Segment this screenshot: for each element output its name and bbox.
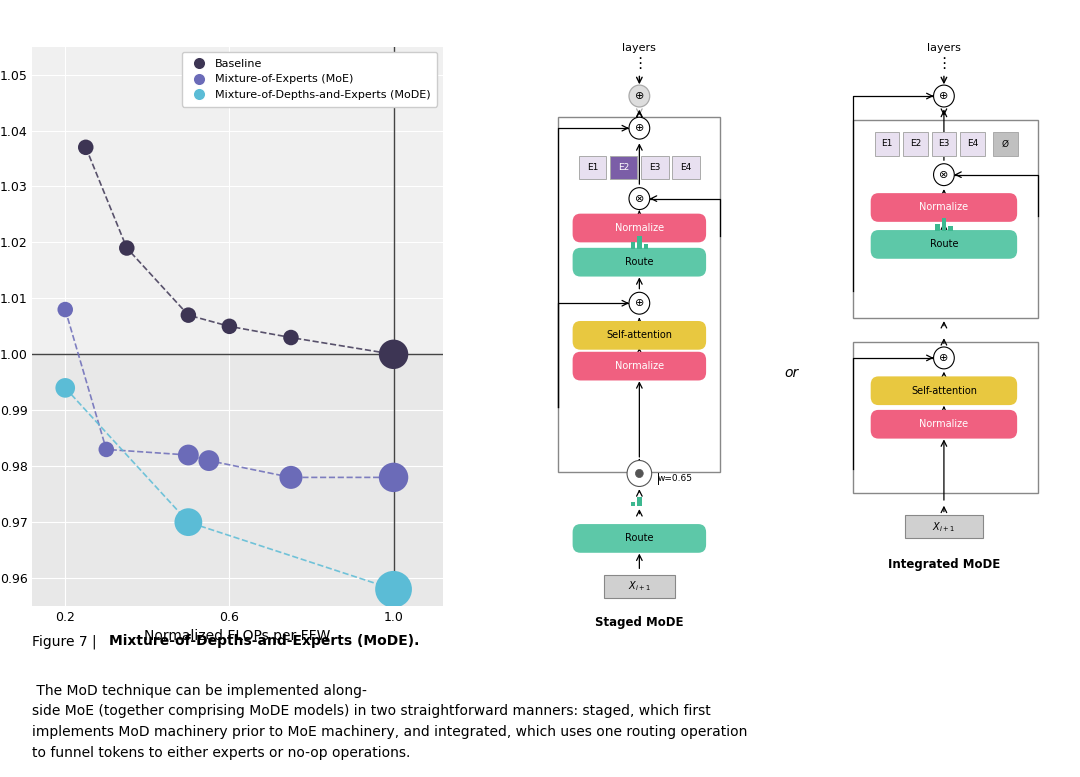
Text: or: or bbox=[784, 366, 799, 380]
Point bbox=[282, 331, 299, 343]
Text: E2: E2 bbox=[909, 139, 921, 148]
Text: ⊕: ⊕ bbox=[635, 298, 644, 308]
Text: ⊗: ⊗ bbox=[940, 169, 948, 179]
Text: $X_{i+1}$: $X_{i+1}$ bbox=[627, 580, 651, 593]
Point bbox=[179, 516, 197, 528]
Point bbox=[118, 242, 135, 254]
FancyBboxPatch shape bbox=[572, 321, 706, 350]
Bar bbox=[903, 132, 928, 155]
Text: Self-attention: Self-attention bbox=[606, 330, 673, 340]
Bar bbox=[637, 497, 642, 507]
Circle shape bbox=[627, 461, 651, 486]
Bar bbox=[942, 218, 946, 231]
Text: Figure 7 |: Figure 7 | bbox=[32, 634, 102, 649]
FancyBboxPatch shape bbox=[870, 193, 1017, 222]
FancyBboxPatch shape bbox=[572, 248, 706, 277]
Text: E4: E4 bbox=[967, 139, 978, 148]
Text: Normalize: Normalize bbox=[615, 361, 664, 371]
Point bbox=[384, 471, 402, 483]
Point bbox=[97, 443, 114, 455]
Text: E1: E1 bbox=[588, 163, 598, 172]
Circle shape bbox=[629, 117, 650, 139]
Text: w=0.65: w=0.65 bbox=[658, 475, 692, 483]
Bar bbox=[875, 132, 900, 155]
Point bbox=[77, 141, 94, 154]
Text: ⋮: ⋮ bbox=[632, 57, 647, 71]
Bar bbox=[960, 132, 985, 155]
Text: E1: E1 bbox=[881, 139, 892, 148]
Text: ⋮: ⋮ bbox=[936, 57, 951, 71]
Point bbox=[384, 348, 402, 361]
Text: E2: E2 bbox=[618, 163, 630, 172]
Bar bbox=[610, 156, 637, 179]
Point bbox=[200, 455, 217, 467]
Text: E3: E3 bbox=[939, 139, 949, 148]
Text: ⊕: ⊕ bbox=[940, 91, 948, 101]
Point bbox=[220, 320, 238, 333]
FancyBboxPatch shape bbox=[572, 352, 706, 381]
Circle shape bbox=[629, 85, 650, 107]
FancyBboxPatch shape bbox=[572, 524, 706, 552]
Bar bbox=[604, 575, 675, 598]
Circle shape bbox=[629, 292, 650, 314]
Text: E3: E3 bbox=[649, 163, 661, 172]
Circle shape bbox=[635, 469, 644, 478]
Text: Integrated MoDE: Integrated MoDE bbox=[888, 558, 1000, 571]
Text: The MoD technique can be implemented along-
side MoE (together comprising MoDE m: The MoD technique can be implemented alo… bbox=[32, 684, 747, 760]
Text: Staged MoDE: Staged MoDE bbox=[595, 616, 684, 629]
Bar bbox=[935, 224, 940, 231]
Text: $X_{i+1}$: $X_{i+1}$ bbox=[932, 520, 956, 534]
Bar bbox=[853, 120, 1038, 319]
Text: Self-attention: Self-attention bbox=[910, 385, 977, 395]
Text: Mixture-of-Depths-and-Experts (MoDE).: Mixture-of-Depths-and-Experts (MoDE). bbox=[109, 634, 419, 648]
Point bbox=[384, 583, 402, 595]
Text: layers: layers bbox=[622, 44, 657, 53]
Point bbox=[282, 471, 299, 483]
Point bbox=[179, 449, 197, 462]
Bar bbox=[905, 515, 983, 538]
Point bbox=[56, 303, 73, 315]
Text: Route: Route bbox=[625, 534, 653, 543]
Bar bbox=[579, 156, 606, 179]
Bar bbox=[631, 242, 635, 249]
Circle shape bbox=[933, 85, 955, 107]
Text: ⊕: ⊕ bbox=[940, 353, 948, 363]
Bar bbox=[631, 501, 635, 507]
FancyBboxPatch shape bbox=[870, 376, 1017, 405]
Bar bbox=[673, 156, 700, 179]
FancyBboxPatch shape bbox=[572, 214, 706, 242]
Bar bbox=[642, 156, 669, 179]
X-axis label: Normalized FLOPs per FFW: Normalized FLOPs per FFW bbox=[145, 629, 330, 643]
Circle shape bbox=[629, 188, 650, 210]
Bar bbox=[932, 132, 956, 155]
FancyBboxPatch shape bbox=[870, 230, 1017, 259]
Bar bbox=[637, 236, 642, 249]
Bar bbox=[32, 354, 443, 606]
Text: E4: E4 bbox=[680, 163, 691, 172]
Bar bbox=[558, 117, 720, 472]
Legend: Baseline, Mixture-of-Experts (MoE), Mixture-of-Depths-and-Experts (MoDE): Baseline, Mixture-of-Experts (MoE), Mixt… bbox=[181, 52, 437, 106]
FancyBboxPatch shape bbox=[870, 410, 1017, 438]
Text: layers: layers bbox=[927, 44, 961, 53]
Text: ⊕: ⊕ bbox=[635, 124, 644, 133]
Text: Ø: Ø bbox=[1002, 139, 1009, 148]
Text: ⊕: ⊕ bbox=[635, 91, 644, 101]
Bar bbox=[994, 132, 1017, 155]
Point bbox=[56, 382, 73, 394]
Text: ⊗: ⊗ bbox=[635, 193, 644, 204]
Circle shape bbox=[933, 347, 955, 369]
Bar bbox=[948, 226, 953, 231]
Point bbox=[179, 309, 197, 322]
Bar bbox=[644, 244, 648, 249]
Bar bbox=[853, 342, 1038, 493]
Text: Normalize: Normalize bbox=[919, 420, 969, 429]
Text: Normalize: Normalize bbox=[615, 223, 664, 233]
Text: Route: Route bbox=[625, 257, 653, 267]
Text: Normalize: Normalize bbox=[919, 203, 969, 212]
Circle shape bbox=[933, 164, 955, 186]
Text: Route: Route bbox=[930, 239, 958, 249]
